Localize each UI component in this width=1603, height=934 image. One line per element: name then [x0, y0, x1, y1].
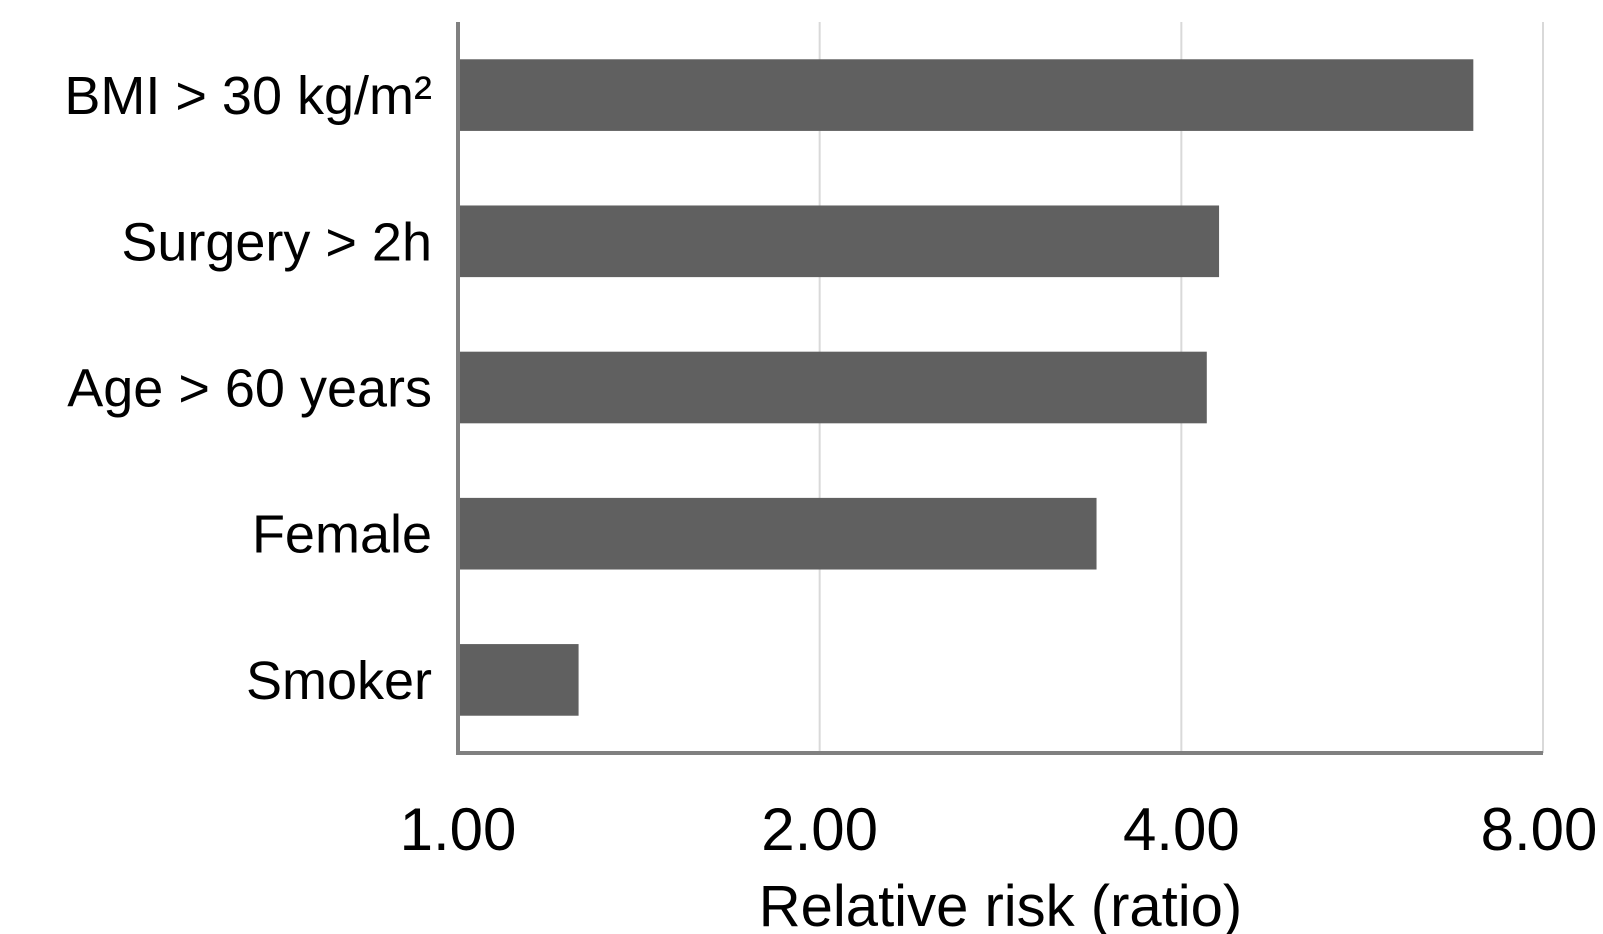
category-labels: BMI > 30 kg/m² Surgery > 2h Age > 60 years…: [64, 66, 432, 711]
category-label-1: Surgery > 2h: [121, 212, 432, 272]
category-label-2: Age > 60 years: [67, 359, 432, 419]
axes: [456, 22, 1543, 755]
bar-0: [458, 59, 1474, 131]
bars: [458, 59, 1474, 716]
category-label-3: Female: [252, 505, 432, 565]
category-label-4: Smoker: [246, 651, 432, 711]
x-tick-label-3: 8.00: [1481, 796, 1598, 863]
x-tick-label-0: 1.00: [400, 796, 517, 863]
bar-4: [458, 644, 579, 716]
category-label-0: BMI > 30 kg/m²: [64, 66, 432, 126]
x-tick-labels: 1.00 2.00 4.00 8.00: [400, 796, 1598, 863]
bar-3: [458, 497, 1097, 570]
x-axis-title: Relative risk (ratio): [759, 874, 1242, 934]
x-tick-label-2: 4.00: [1123, 796, 1240, 863]
bar-1: [458, 205, 1220, 278]
bar-2: [458, 351, 1207, 424]
x-tick-label-1: 2.00: [761, 796, 878, 863]
